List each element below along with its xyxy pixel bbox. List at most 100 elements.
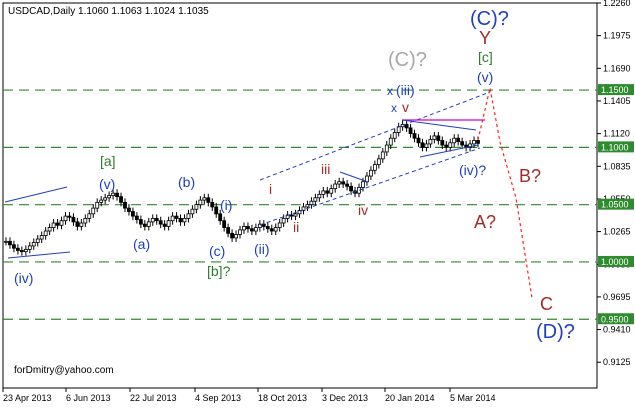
candle-body <box>341 181 346 185</box>
candle-body <box>31 242 36 247</box>
candle-body <box>23 248 28 253</box>
candle-body <box>440 140 445 146</box>
candle-body <box>333 183 338 190</box>
candle-body <box>436 135 441 141</box>
wave-labels: (iv) [a] (v) (a) (b) (c) [b]? (i) (ii) i… <box>14 8 575 343</box>
candle-body <box>67 215 72 218</box>
x-tick-label: 5 Mar 2014 <box>450 393 496 403</box>
level-label: 1.1500 <box>601 85 629 95</box>
candle-body <box>253 227 258 232</box>
candle-body <box>79 222 84 227</box>
mini-channel <box>339 171 369 183</box>
candle-body <box>15 247 20 251</box>
wave-label: [a] <box>100 153 116 169</box>
candles <box>4 120 480 256</box>
wave-label: i <box>269 181 272 197</box>
candle-body <box>238 229 242 235</box>
wave-label: (a) <box>133 236 150 252</box>
candle-body <box>380 151 385 160</box>
candle-body <box>432 135 437 140</box>
candle-body <box>55 222 60 226</box>
candle-body <box>95 201 100 209</box>
trendlines <box>4 87 533 299</box>
candle-body <box>428 138 433 145</box>
candle-body <box>127 207 131 212</box>
candle-body <box>178 218 183 223</box>
candle-body <box>230 232 234 239</box>
candle-body <box>309 200 314 206</box>
candle-body <box>325 190 330 194</box>
y-tick-label: 1.1975 <box>603 31 631 41</box>
candle-body <box>12 244 16 249</box>
level-label-bg <box>598 255 634 267</box>
wave-label: (iv) <box>14 270 33 286</box>
candle-body <box>281 218 286 224</box>
wave-label: (C)? <box>388 49 427 71</box>
candle-body <box>75 221 80 227</box>
candle-body <box>301 206 306 211</box>
x-tick-label: 3 Dec 2013 <box>322 393 368 403</box>
candle-body <box>376 158 381 165</box>
y-tick-label: 1.0835 <box>603 161 631 171</box>
wave-label: (c) <box>209 243 225 259</box>
candle-body <box>424 143 429 148</box>
candle-body <box>51 222 56 228</box>
wave-label: x <box>387 84 393 98</box>
candle-body <box>214 206 219 215</box>
candle-body <box>277 222 282 228</box>
x-tick-label: 23 Apr 2013 <box>3 393 52 403</box>
candle-body <box>186 213 191 219</box>
candle-body <box>35 238 40 243</box>
candle-body <box>119 196 123 203</box>
wave-label: (v) <box>99 176 115 192</box>
candle-body <box>250 228 254 232</box>
candle-body <box>472 140 476 145</box>
triangle-upper-slope <box>401 119 477 131</box>
candle-body <box>420 142 425 148</box>
wave-label: ii <box>293 219 299 235</box>
footer-credit: forDmitry@yahoo.com <box>14 365 114 376</box>
candle-body <box>317 193 322 199</box>
y-tick-label: 0.9125 <box>603 357 631 367</box>
candle-body <box>99 199 104 203</box>
candle-body <box>337 181 342 185</box>
y-axis: 1.2260 1.1975 1.1690 1.1405 1.1120 1.0835 1.05… <box>597 0 631 367</box>
wave-label: (iii) <box>396 82 415 98</box>
wave-label: (i) <box>220 197 232 213</box>
candle-body <box>162 223 167 227</box>
candle-body <box>269 228 274 232</box>
candle-body <box>468 143 472 148</box>
wave-label: B? <box>519 166 541 186</box>
candle-body <box>158 220 163 225</box>
candle-body <box>273 227 278 232</box>
candle-body <box>234 234 238 239</box>
wave-label: [c] <box>478 49 493 65</box>
y-tick-label: 1.2260 <box>603 0 631 8</box>
candle-body <box>369 169 373 177</box>
level-label: 1.0000 <box>601 257 629 267</box>
candle-body <box>361 181 365 188</box>
candle-body <box>138 219 143 225</box>
candle-body <box>206 197 211 203</box>
candle-body <box>8 240 12 246</box>
wave-label: iii <box>321 161 330 177</box>
candle-body <box>39 235 44 240</box>
channel-upper <box>259 91 491 181</box>
level-label: 1.1000 <box>601 142 629 152</box>
candle-body <box>345 183 350 187</box>
y-tick-label: 1.0265 <box>603 227 631 237</box>
candle-body <box>83 218 88 224</box>
candle-body <box>448 142 453 148</box>
candle-body <box>182 218 187 223</box>
candle-body <box>408 127 413 135</box>
candle-body <box>257 223 262 228</box>
wave-label: (b) <box>178 174 195 190</box>
x-tick-label: 22 Jul 2013 <box>130 393 177 403</box>
candle-body <box>27 245 32 250</box>
candle-body <box>297 209 302 215</box>
candle-body <box>321 190 326 195</box>
level-label-bg <box>598 84 634 96</box>
level-label: 1.0500 <box>601 200 629 210</box>
candle-body <box>349 185 353 192</box>
